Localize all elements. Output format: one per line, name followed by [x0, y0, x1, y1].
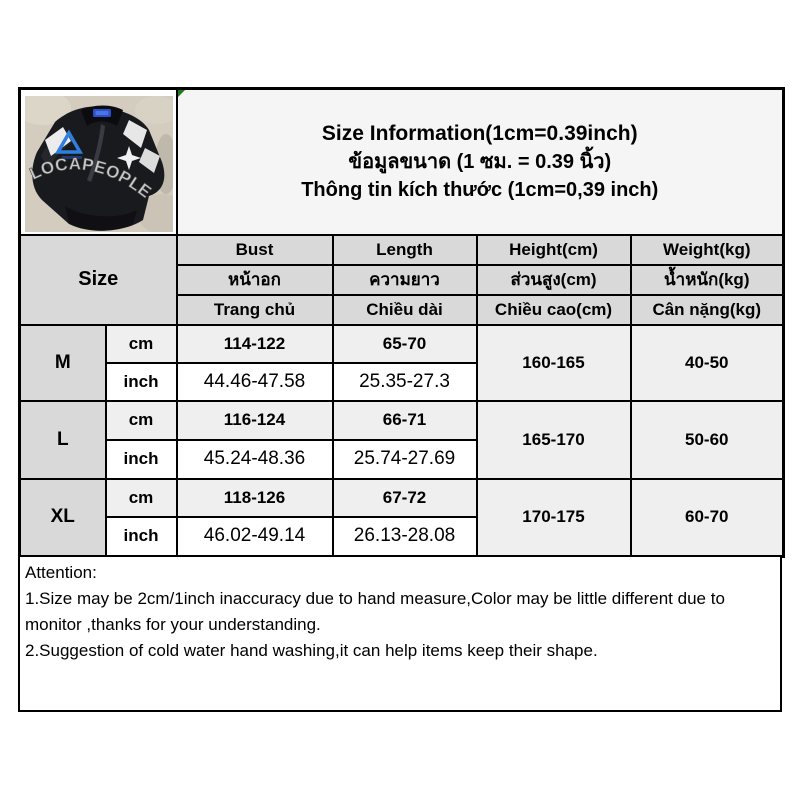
cell-l-bust-inch: 45.24-48.36 [175, 438, 334, 480]
unit-label-inch: inch [104, 361, 178, 402]
cell-m-height: 160-165 [475, 323, 632, 402]
cell-xl-length-inch: 26.13-28.08 [331, 515, 478, 558]
triangle-logo [54, 129, 84, 154]
cell-l-weight: 50-60 [629, 399, 785, 480]
header-bust-vi: Trang chủ [175, 293, 334, 326]
row-l-cm: L cm 116-124 66-71 165-170 50-60 [18, 399, 785, 480]
row-m-inch: inch 44.46-47.58 25.35-27.3 [20, 361, 784, 402]
title-cell: Size Information(1cm=0.39inch) ข้อมูลขนา… [175, 87, 785, 236]
header-bust-th: หน้าอก [175, 263, 334, 296]
cell-m-weight: 40-50 [629, 323, 785, 402]
title-vietnamese: Thông tin kích thước (1cm=0,39 inch) [301, 178, 659, 201]
row-m-cm: M cm 114-122 65-70 160-165 40-50 [18, 323, 785, 402]
star-patch [117, 145, 141, 170]
product-photo: LOCAPEOPLE [25, 95, 173, 232]
header-bust-en: Bust [175, 233, 334, 266]
header-length-vi: Chiều dài [331, 293, 478, 326]
attention-box: Attention: 1.Size may be 2cm/1inch inacc… [18, 555, 782, 712]
green-corner-marker-icon [178, 90, 185, 97]
cell-l-height: 165-170 [475, 399, 632, 480]
unit-label-cm: cm [104, 323, 178, 364]
header-weight-en: Weight(kg) [629, 233, 785, 266]
cell-m-length-cm: 65-70 [331, 323, 478, 364]
header-height-vi: Chiều cao(cm) [475, 293, 632, 326]
header-height-en: Height(cm) [475, 233, 632, 266]
right-shoulder-panel [123, 119, 147, 148]
cell-xl-weight: 60-70 [629, 477, 785, 558]
header-weight-vi: Cân nặng(kg) [629, 293, 785, 326]
title-thai: ข้อมูลขนาด (1 ซม. = 0.39 นิ้ว) [348, 150, 612, 173]
header-row-en: Size Bust Length Height(cm) Weight(kg) [18, 233, 785, 326]
header-length-th: ความยาว [331, 263, 478, 296]
header-weight-th: น้ำหนัก(kg) [629, 263, 785, 296]
header-height-th: ส่วนสูง(cm) [475, 263, 632, 296]
attention-note-2: 2.Suggestion of cold water hand washing,… [25, 641, 598, 660]
attention-note-1: 1.Size may be 2cm/1inch inaccuracy due t… [25, 589, 725, 634]
cell-xl-bust-cm: 118-126 [175, 477, 334, 518]
unit-label-inch: inch [104, 515, 178, 558]
cell-l-length-cm: 66-71 [331, 399, 478, 441]
cell-m-length-inch: 25.35-27.3 [331, 361, 478, 402]
header-row-vi: Trang chủ Chiều dài Chiều cao(cm) Cân nặ… [20, 293, 785, 326]
cell-xl-length-cm: 67-72 [331, 477, 478, 518]
size-label-m: M [18, 323, 107, 402]
cell-m-bust-cm: 114-122 [175, 323, 334, 364]
cell-l-bust-cm: 116-124 [175, 399, 334, 441]
unit-label-inch: inch [104, 438, 178, 480]
cell-xl-bust-inch: 46.02-49.14 [175, 515, 334, 558]
cell-l-length-inch: 25.74-27.69 [331, 438, 478, 480]
header-row-th: หน้าอก ความยาว ส่วนสูง(cm) น้ำหนัก(kg) [20, 263, 785, 296]
row-xl-cm: XL cm 118-126 67-72 170-175 60-70 [18, 477, 785, 558]
title-row: LOCAPEOPLE Size Information(1cm=0.39inch… [18, 87, 785, 236]
row-l-inch: inch 45.24-48.36 25.74-27.69 [20, 438, 784, 480]
unit-label-cm: cm [104, 399, 178, 441]
row-xl-inch: inch 46.02-49.14 26.13-28.08 [20, 515, 784, 558]
product-photo-cell: LOCAPEOPLE [18, 87, 178, 236]
cell-m-bust-inch: 44.46-47.58 [175, 361, 334, 402]
zipper [87, 123, 105, 182]
title-english: Size Information(1cm=0.39inch) [321, 121, 638, 145]
cell-xl-height: 170-175 [475, 477, 632, 558]
size-header-cell: Size [18, 233, 178, 326]
attention-heading: Attention: [25, 563, 97, 582]
left-shoulder-panel [45, 126, 71, 156]
size-label-xl: XL [18, 477, 107, 558]
size-label-l: L [18, 399, 107, 480]
header-length-en: Length [331, 233, 478, 266]
size-table: LOCAPEOPLE Size Information(1cm=0.39inch… [18, 87, 786, 558]
unit-label-cm: cm [104, 477, 178, 518]
